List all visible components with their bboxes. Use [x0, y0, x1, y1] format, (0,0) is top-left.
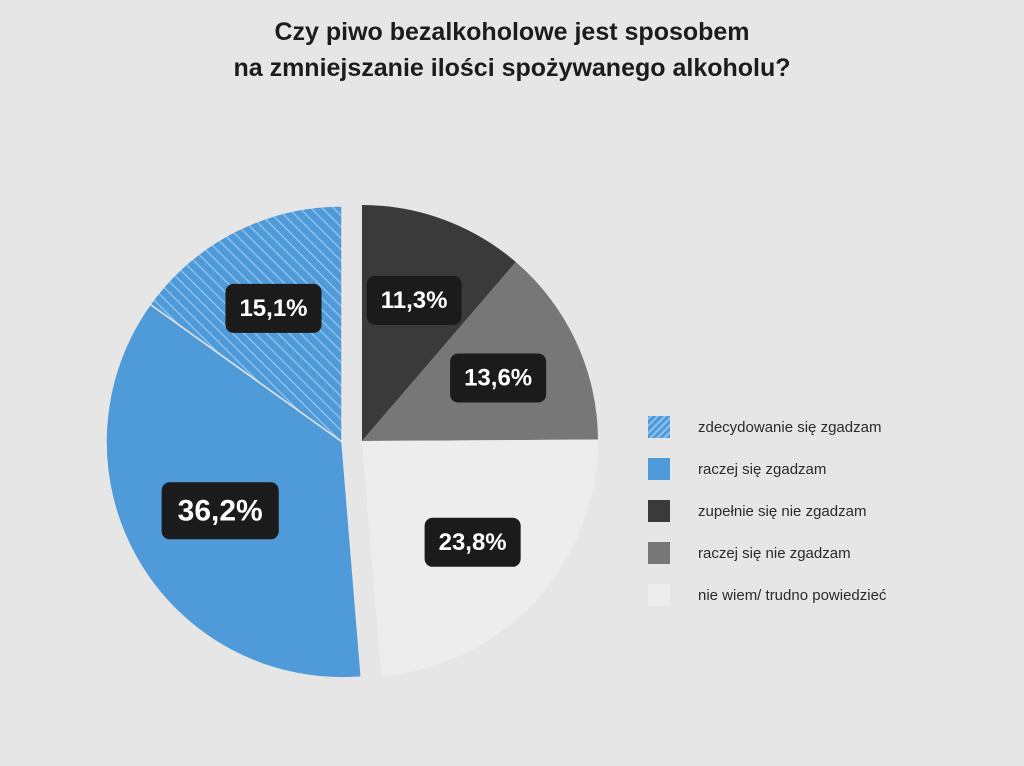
legend-label: raczej się zgadzam: [698, 460, 827, 478]
pie-label-text: 11,3%: [381, 287, 448, 314]
pie-label-raczej-si-zgadzam: 36,2%: [161, 482, 279, 540]
legend-label: raczej się nie zgadzam: [698, 544, 851, 562]
legend-swatch: [648, 458, 670, 480]
pie-label-box: [225, 283, 322, 333]
legend-label: zdecydowanie się zgadzam: [698, 418, 882, 436]
pie-label-text: 36,2%: [178, 494, 263, 527]
legend-item-raczej-si-nie-zgadzam: raczej się nie zgadzam: [648, 532, 1008, 574]
chart-title-line-1: Czy piwo bezalkoholowe jest sposobem: [274, 18, 750, 46]
pie-label-zdecydowanie-si-zgadzam: 15,1%: [225, 283, 322, 333]
legend-label: zupełnie się nie zgadzam: [698, 502, 867, 520]
legend: zdecydowanie się zgadzam raczej się zgadz…: [648, 406, 1008, 616]
pie-label-text: 23,8%: [439, 529, 507, 556]
legend-swatch: [648, 542, 670, 564]
pie-label-raczej-si-nie-zgadzam: 13,6%: [450, 353, 547, 403]
chart-title: Czy piwo bezalkoholowe jest sposobem na …: [0, 14, 1024, 86]
legend-item-nie-wiem-trudno-powiedzie: nie wiem/ trudno powiedzieć: [648, 574, 1008, 616]
pie-labels: 11,3% 13,6% 23,8% 36,2% 15,1%: [161, 275, 547, 567]
legend-item-raczej-si-zgadzam: raczej się zgadzam: [648, 448, 1008, 490]
legend-item-zdecydowanie-si-zgadzam: zdecydowanie się zgadzam: [648, 406, 1008, 448]
pie-label-box: [161, 482, 279, 540]
legend-label: nie wiem/ trudno powiedzieć: [698, 586, 887, 604]
chart-title-line-2: na zmniejszanie ilości spożywanego alkoh…: [233, 54, 791, 82]
pie-label-box: [450, 353, 547, 403]
legend-swatch: [648, 500, 670, 522]
pie-label-text: 15,1%: [239, 295, 307, 322]
pie-label-nie-wiem-trudno-powiedzie: 23,8%: [424, 517, 521, 567]
legend-item-zupe-nie-si-nie-zgadzam: zupełnie się nie zgadzam: [648, 490, 1008, 532]
pie-label-box: [424, 517, 521, 567]
legend-swatch: [648, 584, 670, 606]
pie-label-box: [366, 275, 462, 325]
pie-label-text: 13,6%: [464, 364, 532, 391]
legend-swatch: [648, 416, 670, 438]
pie-label-zupe-nie-si-nie-zgadzam: 11,3%: [366, 275, 462, 325]
pie-slices: [105, 205, 599, 679]
